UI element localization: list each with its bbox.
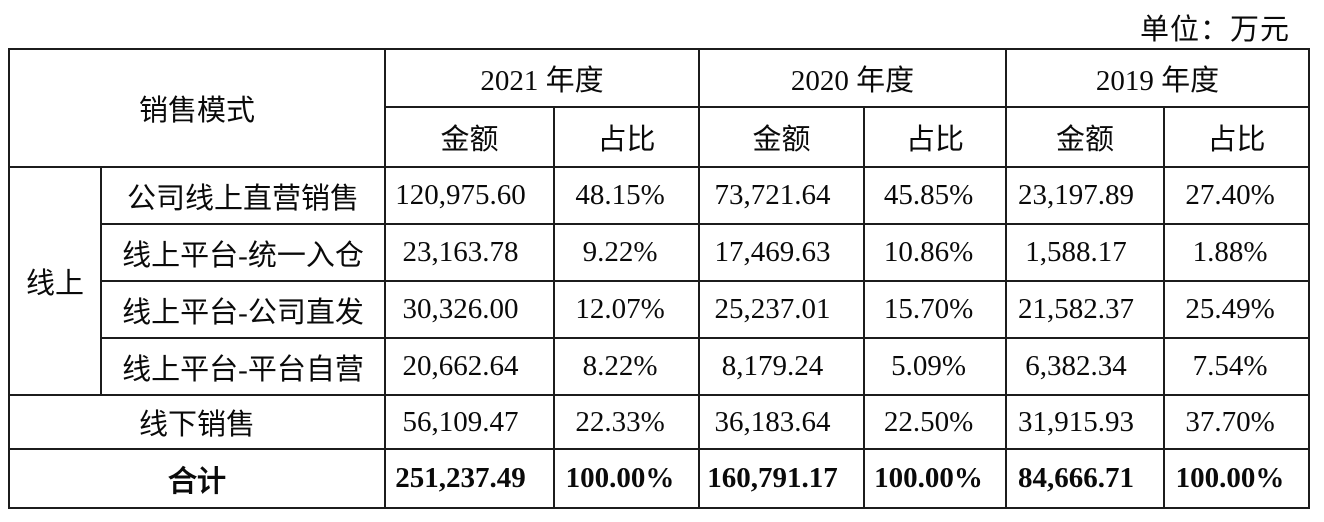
- amount-2021: 120,975.60: [384, 166, 556, 225]
- ratio-2021: 9.22%: [553, 223, 701, 282]
- amount-2021: 20,662.64: [384, 337, 556, 396]
- ratio-2020: 100.00%: [863, 448, 1008, 509]
- group-label-online: 线上: [8, 166, 102, 396]
- amount-2021: 251,237.49: [384, 448, 556, 509]
- amount-2021: 56,109.47: [384, 394, 556, 450]
- header-row-years: 销售模式 2021 年度 2020 年度 2019 年度: [7, 48, 1311, 168]
- ratio-2021: 22.33%: [553, 394, 701, 450]
- header-amount-2021: 金额: [384, 106, 556, 168]
- amount-2020: 25,237.01: [698, 280, 866, 339]
- ratio-2019: 7.54%: [1163, 337, 1311, 396]
- amount-2019: 31,915.93: [1005, 394, 1166, 450]
- ratio-2019: 100.00%: [1163, 448, 1311, 509]
- header-sales-mode: 销售模式: [7, 48, 387, 168]
- header-ratio-2021: 占比: [553, 106, 701, 168]
- ratio-2021: 8.22%: [553, 337, 701, 396]
- amount-2020: 8,179.24: [698, 337, 866, 396]
- amount-2019: 21,582.37: [1005, 280, 1166, 339]
- ratio-2019: 37.70%: [1163, 394, 1311, 450]
- row-label-total: 合计: [7, 448, 387, 509]
- amount-2019: 1,588.17: [1005, 223, 1166, 282]
- ratio-2019: 25.49%: [1163, 280, 1311, 339]
- amount-2020: 73,721.64: [698, 166, 866, 225]
- amount-2020: 36,183.64: [698, 394, 866, 450]
- header-ratio-2020: 占比: [863, 106, 1008, 168]
- ratio-2021: 100.00%: [553, 448, 701, 509]
- table-row-platform-company-ship: 线上平台-公司直发 30,326.00 12.07% 25,237.01 15.…: [9, 280, 1311, 339]
- row-label: 公司线上直营销售: [99, 166, 387, 225]
- table-row-online-direct: 线上 公司线上直营销售 120,975.60 48.15% 73,721.64 …: [8, 166, 1311, 396]
- ratio-2020: 10.86%: [863, 223, 1008, 282]
- sales-mode-table: 销售模式 2021 年度 2020 年度 2019 年度 金额 占比 金额 占比…: [7, 48, 1311, 509]
- ratio-2020: 15.70%: [863, 280, 1008, 339]
- ratio-2020: 22.50%: [863, 394, 1008, 450]
- ratio-2019: 27.40%: [1163, 166, 1311, 225]
- header-ratio-2019: 占比: [1163, 106, 1311, 168]
- amount-2019: 23,197.89: [1005, 166, 1166, 225]
- row-label-offline: 线下销售: [7, 394, 387, 450]
- amount-2020: 17,469.63: [698, 223, 866, 282]
- ratio-2020: 5.09%: [863, 337, 1008, 396]
- table-row-total: 合计 251,237.49 100.00% 160,791.17 100.00%…: [7, 448, 1311, 509]
- amount-2019: 6,382.34: [1005, 337, 1166, 396]
- ratio-2020: 45.85%: [863, 166, 1008, 225]
- ratio-2021: 48.15%: [553, 166, 701, 225]
- row-label: 线上平台-公司直发: [99, 280, 387, 339]
- header-amount-2020: 金额: [698, 106, 866, 168]
- header-amount-2019: 金额: [1005, 106, 1166, 168]
- unit-label: 单位：万元: [1139, 14, 1290, 46]
- table-row-platform-self-operated: 线上平台-平台自营 20,662.64 8.22% 8,179.24 5.09%…: [9, 337, 1311, 396]
- row-label: 线上平台-平台自营: [99, 337, 387, 396]
- table-row-platform-warehouse: 线上平台-统一入仓 23,163.78 9.22% 17,469.63 10.8…: [9, 223, 1311, 282]
- amount-2021: 30,326.00: [384, 280, 556, 339]
- amount-2020: 160,791.17: [698, 448, 866, 509]
- header-year-2020: 2020 年度: [698, 48, 1008, 108]
- header-row-measures: 金额 占比 金额 占比 金额 占比: [9, 106, 1311, 168]
- header-year-2021: 2021 年度: [384, 48, 701, 108]
- amount-2021: 23,163.78: [384, 223, 556, 282]
- amount-2019: 84,666.71: [1005, 448, 1166, 509]
- row-label: 线上平台-统一入仓: [99, 223, 387, 282]
- header-year-2019: 2019 年度: [1005, 48, 1311, 108]
- table-row-offline: 线下销售 56,109.47 22.33% 36,183.64 22.50% 3…: [7, 394, 1311, 450]
- ratio-2021: 12.07%: [553, 280, 701, 339]
- ratio-2019: 1.88%: [1163, 223, 1311, 282]
